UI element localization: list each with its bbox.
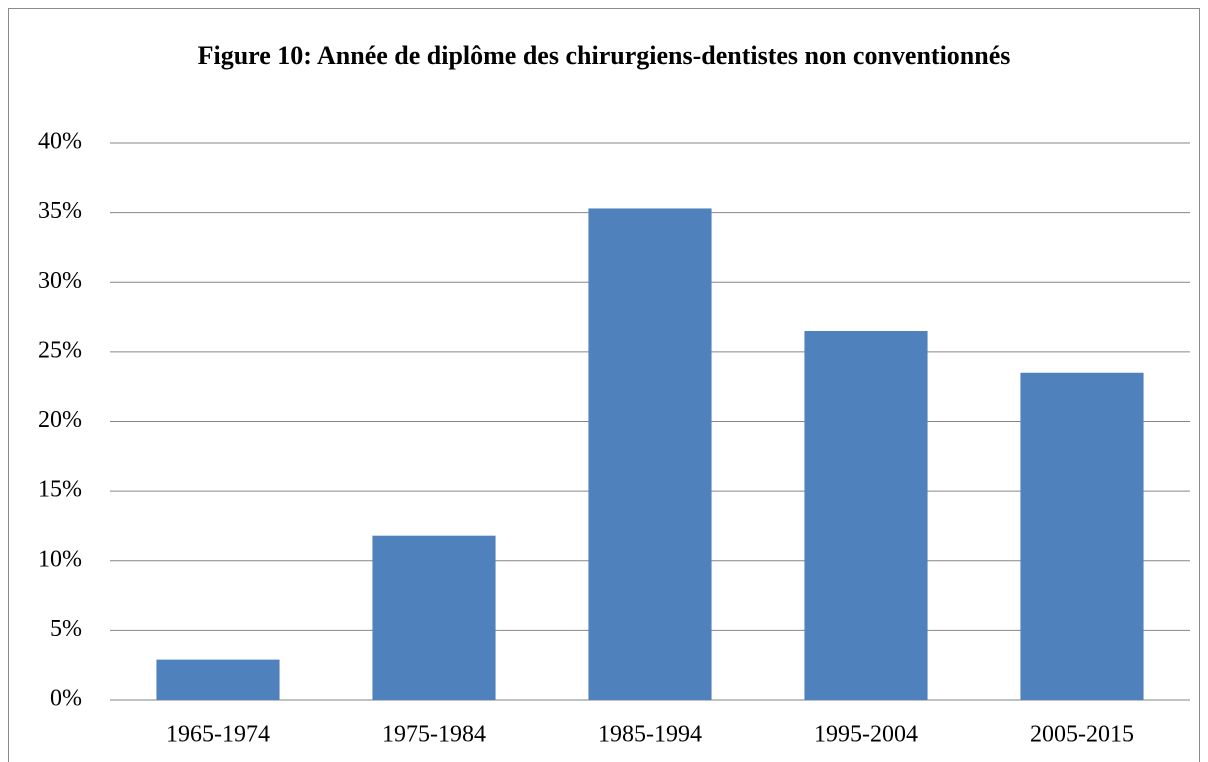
bar bbox=[1020, 372, 1144, 700]
y-tick-label: 5% bbox=[50, 616, 82, 642]
x-tick-label: 1965-1974 bbox=[166, 722, 270, 748]
y-tick-label: 20% bbox=[38, 407, 82, 433]
x-tick-label: 2005-2015 bbox=[1030, 722, 1134, 748]
y-tick-label: 30% bbox=[38, 268, 82, 294]
bar bbox=[372, 535, 496, 700]
y-tick-label: 0% bbox=[50, 686, 82, 712]
chart-border bbox=[8, 8, 1200, 762]
x-tick-label: 1985-1994 bbox=[598, 722, 702, 748]
y-tick-label: 10% bbox=[38, 546, 82, 572]
x-tick-label: 1975-1984 bbox=[382, 722, 486, 748]
y-tick-label: 25% bbox=[38, 337, 82, 363]
bar bbox=[156, 659, 280, 700]
bar bbox=[804, 330, 928, 700]
y-tick-label: 15% bbox=[38, 477, 82, 503]
y-tick-label: 40% bbox=[38, 129, 82, 155]
chart-title: Figure 10: Année de diplôme des chirurgi… bbox=[197, 41, 1011, 70]
bar bbox=[588, 208, 712, 700]
y-tick-label: 35% bbox=[38, 198, 82, 224]
x-tick-label: 1995-2004 bbox=[814, 722, 918, 748]
